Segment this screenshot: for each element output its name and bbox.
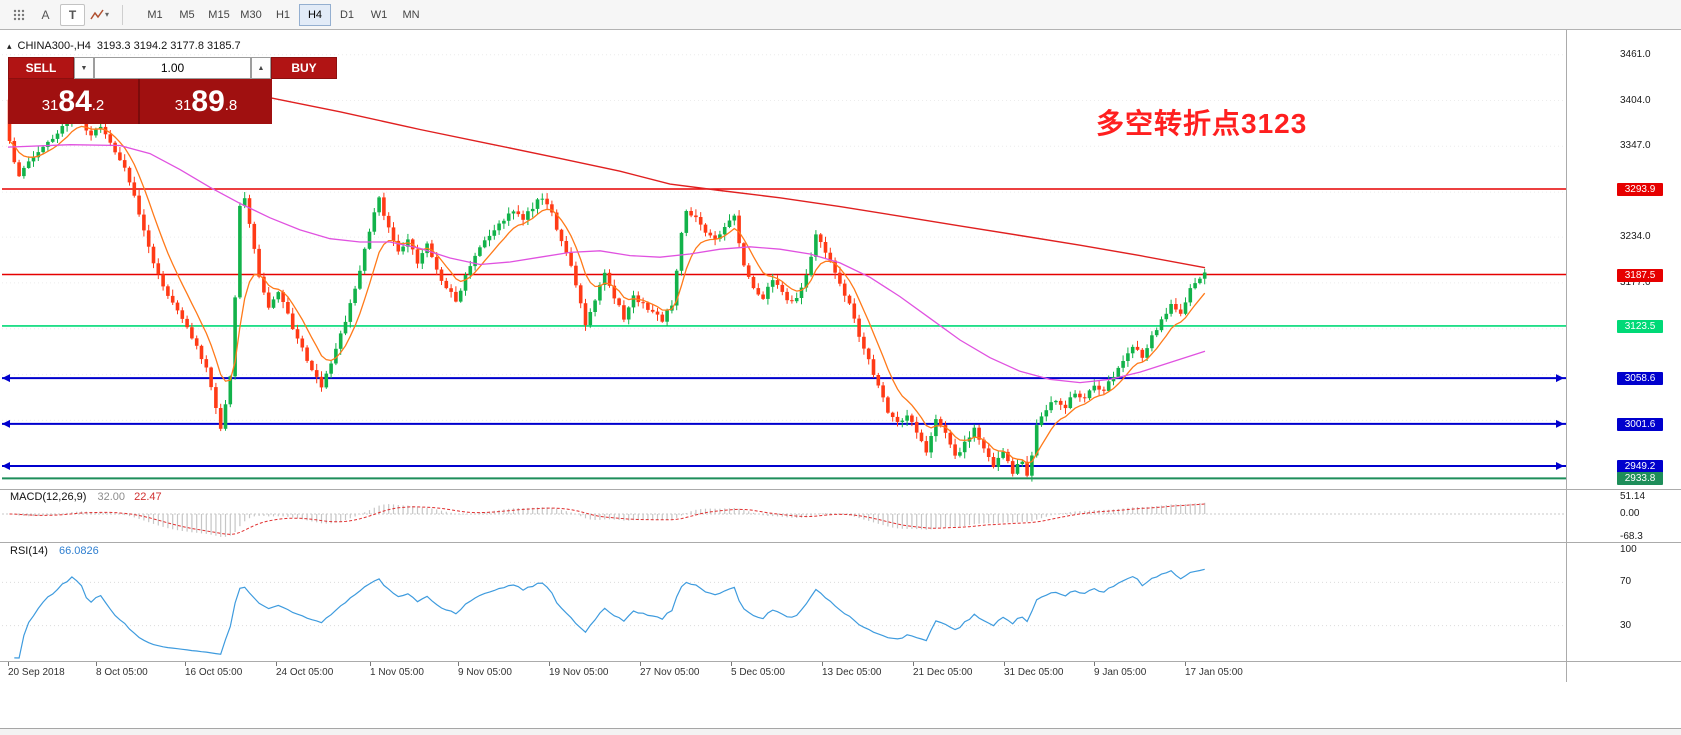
buy-button[interactable]: BUY <box>271 57 337 79</box>
tf-button-w1[interactable]: W1 <box>363 4 395 26</box>
toolbar: A T ▾ M1 M5 M15 M30 H1 H4 D1 W1 MN <box>0 0 1681 30</box>
draw-tool-glyph <box>90 9 104 19</box>
chevron-down-icon: ▾ <box>104 10 109 19</box>
grid-dots-icon[interactable] <box>6 4 31 26</box>
rsi-levels <box>2 581 1566 627</box>
macd-name: MACD(12,26,9) <box>10 491 87 503</box>
chart-canvas[interactable] <box>0 30 1681 688</box>
buy-price-prefix: 31 <box>174 96 192 114</box>
rsi-line <box>14 568 1205 659</box>
sell-price-decimal: .2 <box>91 96 105 114</box>
volume-input[interactable] <box>94 57 251 79</box>
draw-tool-icon[interactable]: ▾ <box>87 4 112 26</box>
chart-ohlc: 3193.3 3194.2 3177.8 3185.7 <box>96 40 241 52</box>
ma-orange-line <box>9 125 1206 465</box>
price-level-lines[interactable] <box>2 188 1566 480</box>
ma-magenta-line <box>7 144 1206 384</box>
chart-title-bar: ▴ CHINA300-,H4 3193.3 3194.2 3177.8 3185… <box>7 40 241 52</box>
volume-up-spinner[interactable]: ▲ <box>251 57 271 79</box>
tf-button-m15[interactable]: M15 <box>203 4 235 26</box>
macd-histogram <box>13 502 1206 537</box>
rsi-value: 66.0826 <box>58 545 99 557</box>
chart-annotation: 多空转折点3123 <box>1096 108 1308 139</box>
panel-separators <box>0 30 1681 682</box>
buy-price-big: 89 <box>191 84 225 118</box>
sell-price[interactable]: 31 84 .2 <box>8 79 140 124</box>
sell-price-big: 84 <box>58 84 92 118</box>
sell-button[interactable]: SELL <box>8 57 74 79</box>
chart-title: CHINA300-,H4 <box>17 40 91 52</box>
volume-down-spinner[interactable]: ▼ <box>74 57 94 79</box>
toolbar-divider <box>122 4 123 25</box>
text-tool-icon[interactable]: T <box>60 3 85 26</box>
ma-red-line <box>267 96 1206 269</box>
tf-button-m5[interactable]: M5 <box>171 4 203 26</box>
macd-indicator-label: MACD(12,26,9) 32.00 22.47 <box>10 491 162 503</box>
time-ticks <box>8 662 1186 666</box>
macd-value-main: 32.00 <box>97 491 126 503</box>
tf-button-d1[interactable]: D1 <box>331 4 363 26</box>
one-click-controls: SELL ▼ ▲ BUY <box>8 57 337 79</box>
buy-price[interactable]: 31 89 .8 <box>140 79 272 124</box>
one-click-prices: 31 84 .2 31 89 .8 <box>8 79 272 124</box>
buy-price-decimal: .8 <box>224 96 238 114</box>
chart-window[interactable]: 3461.0 3404.0 3347.0 3234.0 3177.0 3293.9 3187… <box>0 30 1681 688</box>
macd-signal-line <box>9 503 1205 535</box>
cursor-tool-icon[interactable]: A <box>33 4 58 26</box>
grid-dots-glyph <box>13 9 24 20</box>
text-tool-glyph: T <box>68 7 77 22</box>
one-click-trading-panel: SELL ▼ ▲ BUY 31 84 .2 31 89 .8 <box>8 57 337 124</box>
sell-price-prefix: 31 <box>41 96 59 114</box>
rsi-name: RSI(14) <box>10 545 48 557</box>
rsi-indicator-label: RSI(14) 66.0826 <box>10 545 99 557</box>
tf-button-h1[interactable]: H1 <box>267 4 299 26</box>
tf-button-h4[interactable]: H4 <box>299 3 331 26</box>
bottom-strip <box>0 728 1681 735</box>
timeframe-group: M1 M5 M15 M30 H1 H4 D1 W1 MN <box>139 3 427 26</box>
tf-button-m30[interactable]: M30 <box>235 4 267 26</box>
tf-button-mn[interactable]: MN <box>395 4 427 26</box>
macd-value-signal: 22.47 <box>134 491 162 503</box>
collapse-arrow-icon[interactable]: ▴ <box>7 40 12 51</box>
tf-button-m1[interactable]: M1 <box>139 4 171 26</box>
cursor-tool-glyph: A <box>41 7 50 22</box>
